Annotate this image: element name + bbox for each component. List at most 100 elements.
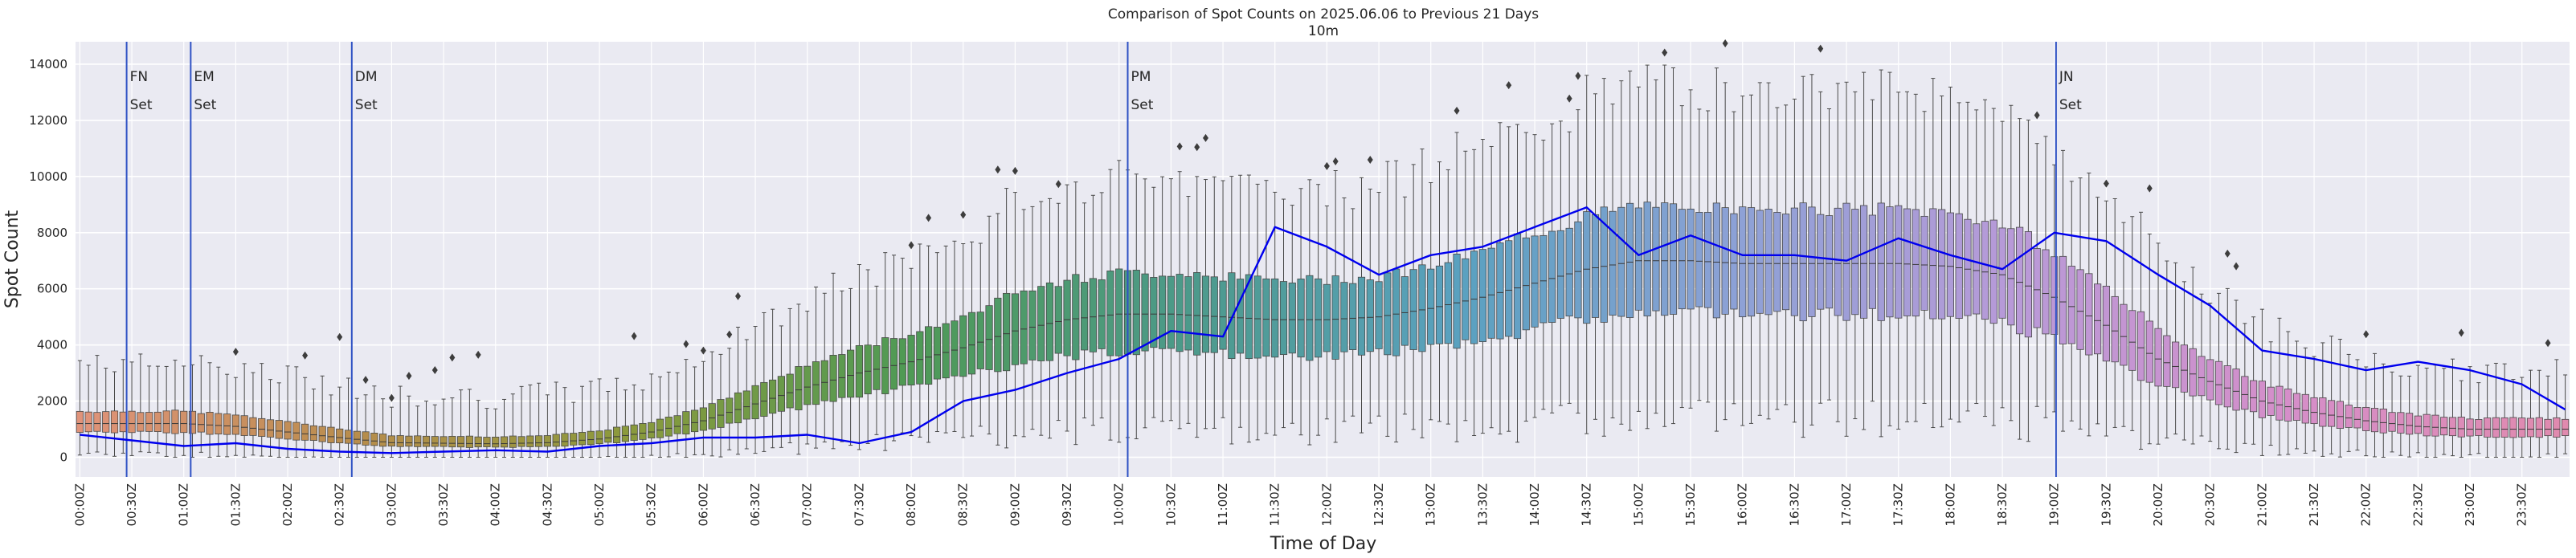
box bbox=[128, 361, 136, 456]
box-body bbox=[2180, 344, 2188, 393]
box-body bbox=[1496, 242, 1504, 340]
box bbox=[1687, 89, 1695, 409]
box-body bbox=[2319, 397, 2327, 427]
box-body bbox=[812, 361, 820, 405]
box bbox=[1946, 86, 1954, 420]
box-body bbox=[353, 430, 361, 445]
box bbox=[2544, 339, 2552, 454]
box-body bbox=[2500, 417, 2509, 438]
box-body bbox=[1470, 250, 1478, 344]
box-body bbox=[1998, 227, 2006, 319]
box-body bbox=[1193, 272, 1201, 356]
box bbox=[1132, 173, 1140, 440]
box-body bbox=[595, 430, 603, 445]
event-markers: FN Set EM Set DM Set PM Set JN Set bbox=[125, 42, 2082, 477]
box-outlier bbox=[1454, 106, 1460, 115]
box-body bbox=[448, 436, 456, 448]
box-outlier bbox=[1566, 94, 1572, 103]
box bbox=[1652, 79, 1660, 414]
box-body bbox=[847, 349, 855, 398]
box bbox=[1159, 176, 1167, 422]
box-body bbox=[985, 305, 993, 370]
box-body bbox=[1695, 212, 1703, 308]
box bbox=[587, 381, 595, 458]
x-tick-label: 02:30Z bbox=[333, 483, 347, 527]
box bbox=[1470, 149, 1478, 436]
box bbox=[1912, 93, 1920, 422]
box-body bbox=[1237, 279, 1245, 354]
box-body bbox=[2206, 359, 2214, 401]
box bbox=[1583, 75, 1591, 434]
x-tick-label: 01:30Z bbox=[228, 483, 243, 527]
box-body bbox=[396, 435, 404, 447]
box bbox=[517, 385, 525, 458]
box-body bbox=[717, 399, 725, 428]
box-body bbox=[1712, 202, 1720, 319]
box bbox=[1141, 178, 1149, 429]
box bbox=[509, 393, 517, 458]
box bbox=[309, 389, 317, 458]
box bbox=[942, 245, 950, 434]
box-body bbox=[483, 437, 491, 447]
box-body bbox=[2379, 408, 2387, 434]
box bbox=[1201, 133, 1210, 430]
box-body bbox=[1418, 264, 1426, 352]
box-outlier bbox=[1176, 142, 1183, 151]
box bbox=[881, 252, 889, 451]
box bbox=[2301, 347, 2309, 454]
box-body bbox=[838, 354, 846, 398]
event-name: JN bbox=[2059, 69, 2074, 85]
box-body bbox=[1591, 214, 1600, 318]
box-body bbox=[1929, 208, 1937, 320]
box-body bbox=[145, 412, 153, 432]
x-tick-label: 07:30Z bbox=[852, 483, 866, 527]
box-outlier bbox=[388, 393, 395, 402]
box bbox=[2475, 382, 2483, 454]
box-body bbox=[93, 412, 101, 432]
box-outlier bbox=[726, 330, 733, 339]
box-body bbox=[1661, 202, 1669, 316]
box-body bbox=[1634, 207, 1642, 311]
box bbox=[2085, 173, 2093, 437]
box bbox=[1730, 111, 1738, 405]
series-lines bbox=[80, 206, 2566, 454]
box bbox=[898, 258, 906, 434]
y-tick-label: 8000 bbox=[37, 226, 67, 240]
box bbox=[1609, 104, 1617, 419]
box-body bbox=[951, 320, 959, 377]
box-body bbox=[1834, 207, 1842, 316]
box-body bbox=[1973, 223, 1981, 315]
box-body bbox=[2509, 417, 2517, 438]
box-body bbox=[84, 411, 92, 433]
box-outlier bbox=[406, 372, 412, 381]
box-body bbox=[1089, 278, 1097, 352]
x-axis-ticks: 00:00Z 00:30Z 01:00Z 01:30Z 02:00Z 02:30Z 03:0… bbox=[72, 483, 2529, 527]
box-body bbox=[2267, 386, 2275, 416]
box-body bbox=[1739, 206, 1747, 318]
box-body bbox=[76, 410, 84, 433]
box-body bbox=[1790, 207, 1798, 316]
box-outlier bbox=[683, 340, 689, 348]
x-tick-label: 14:30Z bbox=[1580, 483, 1594, 527]
box-outlier bbox=[2233, 262, 2239, 271]
x-tick-label: 09:00Z bbox=[1008, 483, 1022, 527]
box bbox=[1643, 64, 1651, 430]
box-body bbox=[691, 409, 699, 433]
box-body bbox=[898, 338, 906, 386]
box bbox=[370, 385, 378, 458]
box-body bbox=[1184, 276, 1192, 351]
box-body bbox=[1167, 275, 1175, 349]
box-body bbox=[795, 366, 803, 410]
box-body bbox=[500, 436, 509, 448]
y-tick-label: 4000 bbox=[37, 338, 67, 352]
box-body bbox=[561, 433, 569, 447]
box-body bbox=[2136, 311, 2145, 381]
box-body bbox=[1842, 202, 1850, 321]
box bbox=[2145, 184, 2153, 445]
box bbox=[1825, 108, 1834, 401]
box bbox=[1323, 161, 1331, 420]
box-body bbox=[1764, 209, 1773, 316]
box bbox=[2448, 358, 2457, 457]
box bbox=[1764, 82, 1773, 420]
box-body bbox=[1920, 215, 1928, 311]
